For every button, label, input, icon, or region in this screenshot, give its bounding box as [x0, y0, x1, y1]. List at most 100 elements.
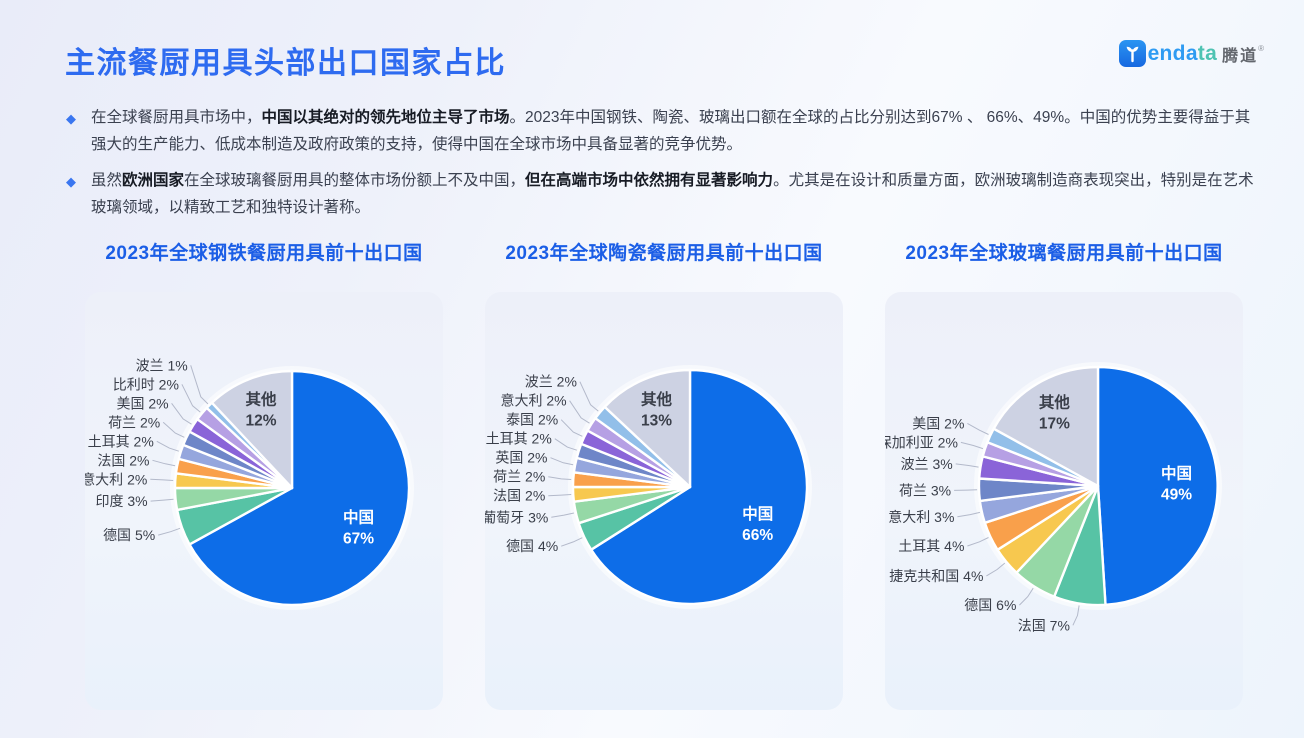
- pie-inside-label: 中国 49%: [1161, 464, 1192, 504]
- pie-slice-其他: [603, 368, 692, 489]
- pie-chart-glass: 中国 49% 其他 17% 美国 2% 保加利亚 2% 波兰 3% 荷兰 3% 意大利 3% 土耳…: [885, 362, 1222, 633]
- pie-inside-label: 中国 67%: [343, 507, 374, 547]
- label-leader-line: [551, 512, 575, 518]
- pie-outside-label: 泰国 2%: [506, 412, 558, 428]
- page-title: 主流餐厨用具头部出口国家占比: [65, 47, 506, 80]
- chart-title-steel: 2023年全球钢铁餐厨用具前十出口国: [105, 243, 423, 264]
- bullet-segment: 在全球玻璃餐厨用具的整体市场份额上不及中国，: [184, 172, 526, 189]
- chart-title-glass: 2023年全球玻璃餐厨用具前十出口国: [905, 243, 1223, 264]
- bullet-item: ◆ 在全球餐厨用具市场中，中国以其绝对的领先地位主导了市场。2023年中国钢铁、陶…: [66, 104, 1254, 158]
- bullet-text: 在全球餐厨用具市场中，中国以其绝对的领先地位主导了市场。2023年中国钢铁、陶瓷…: [91, 104, 1254, 158]
- pie-outside-label: 土耳其 4%: [898, 538, 964, 554]
- pie-inside-label: 其他 12%: [245, 390, 277, 430]
- bullet-diamond-icon: ◆: [66, 111, 76, 126]
- pie-outside-label: 波兰 1%: [136, 357, 188, 373]
- bullet-text: 虽然欧洲国家在全球玻璃餐厨用具的整体市场份额上不及中国，但在高端市场中依然拥有显…: [91, 167, 1254, 221]
- logo-cn-text: 腾道: [1222, 47, 1259, 65]
- logo-wordmark: endata: [1148, 42, 1218, 66]
- pie-outside-label: 波兰 2%: [525, 374, 577, 390]
- pie-outside-label: 英国 2%: [495, 450, 547, 466]
- pie-outside-label: 荷兰 2%: [493, 469, 545, 485]
- pie-outside-label: 德国 4%: [506, 538, 558, 554]
- pie-slice-其他: [210, 369, 294, 490]
- pie-inside-label: 其他 17%: [1039, 392, 1071, 432]
- pie-inside-label: 中国 66%: [742, 504, 773, 544]
- label-leader-line: [967, 422, 989, 435]
- label-leader-line: [171, 403, 192, 425]
- pie-outside-label: 法国 7%: [1018, 617, 1070, 633]
- pie-outside-label: 保加利亚 2%: [885, 434, 958, 450]
- label-leader-line: [158, 527, 181, 536]
- label-leader-line: [150, 498, 174, 502]
- label-leader-line: [579, 381, 599, 412]
- pie-outside-label: 美国 2%: [116, 395, 168, 411]
- pie-outside-label: 意大利 2%: [85, 471, 147, 487]
- label-leader-line: [152, 459, 176, 467]
- pie-outside-label: 意大利 2%: [500, 393, 566, 409]
- pie-outside-label: 印度 3%: [95, 493, 147, 509]
- bullet-segment: 在全球餐厨用具市场中，: [91, 109, 262, 126]
- pie-outside-label: 意大利 3%: [888, 509, 954, 525]
- label-leader-line: [150, 478, 174, 481]
- pie-chart-ceramic: 中国 66% 其他 13% 波兰 2% 意大利 2% 泰国 2% 土耳其 2% 英国 2% 荷兰 …: [485, 365, 812, 609]
- pie-slice-中国: [188, 369, 411, 607]
- label-leader-line: [548, 476, 572, 480]
- bullet-segment: 欧洲国家: [122, 172, 185, 189]
- bullet-diamond-icon: ◆: [66, 174, 76, 189]
- chart-card-ceramic: 中国 66% 其他 13% 波兰 2% 意大利 2% 泰国 2% 土耳其 2% 英国 2% 荷兰 …: [485, 292, 843, 710]
- label-leader-line: [954, 489, 978, 491]
- label-leader-line: [986, 562, 1006, 577]
- label-leader-line: [554, 438, 577, 451]
- pie-outside-label: 荷兰 3%: [899, 482, 951, 498]
- pie-outside-label: 美国 2%: [912, 415, 964, 431]
- label-leader-line: [561, 537, 583, 547]
- pie-outside-label: 土耳其 2%: [88, 433, 154, 449]
- pie-outside-label: 葡萄牙 3%: [485, 509, 548, 525]
- chart-section-ceramic: 2023年全球陶瓷餐厨用具前十出口国 中国 66% 其他 13% 波兰 2% 意大利 2%…: [485, 238, 843, 710]
- pie-outside-label: 比利时 2%: [113, 376, 179, 392]
- bullet-list: ◆ 在全球餐厨用具市场中，中国以其绝对的领先地位主导了市场。2023年中国钢铁、陶…: [66, 104, 1254, 230]
- pie-slice-中国: [590, 368, 809, 606]
- logo-word-blue: enda: [1147, 41, 1198, 65]
- label-leader-line: [569, 400, 590, 424]
- label-leader-line: [162, 421, 185, 438]
- label-leader-line: [548, 494, 572, 497]
- bullet-segment: 但在高端市场中依然拥有显著影响力: [525, 172, 774, 189]
- label-leader-line: [960, 441, 984, 450]
- bullet-segment: 。尤其是在设计和质量方面，欧洲玻璃制造商表现突出，特别是在艺术玻璃领域，以精致工…: [91, 172, 1254, 216]
- label-leader-line: [955, 463, 979, 468]
- header: 主流餐厨用具头部出口国家占比 endata 腾道 ®: [65, 38, 1264, 82]
- label-leader-line: [957, 511, 981, 518]
- pie-outside-label: 捷克共和国 4%: [889, 568, 983, 584]
- bullet-segment: 虽然: [91, 172, 123, 189]
- pie-inside-label: 其他 13%: [641, 390, 673, 430]
- charts-row: 2023年全球钢铁餐厨用具前十出口国 中国 67% 其他 12% 波兰 1% 比利时 2%…: [85, 238, 1243, 710]
- pie-outside-label: 土耳其 2%: [486, 431, 552, 447]
- sprout-t-glyph: [1126, 46, 1138, 63]
- label-leader-line: [550, 457, 574, 466]
- label-leader-line: [181, 384, 201, 413]
- pie-slice-其他: [992, 365, 1100, 488]
- chart-card-steel: 中国 67% 其他 12% 波兰 1% 比利时 2% 美国 2% 荷兰 2% 土耳其 2% 法国 …: [85, 292, 443, 710]
- label-leader-line: [156, 440, 179, 452]
- logo-word-teal: ta: [1197, 41, 1218, 65]
- pie-outside-label: 荷兰 2%: [108, 414, 160, 430]
- pie-outside-label: 德国 5%: [103, 527, 155, 543]
- bullet-segment: 。2023年中国钢铁、陶瓷、玻璃出口额在全球的占比分别达到67% 、 66%、4…: [91, 109, 1251, 153]
- pie-chart-steel: 中国 67% 其他 12% 波兰 1% 比利时 2% 美国 2% 荷兰 2% 土耳其 2% 法国 …: [85, 357, 414, 610]
- label-leader-line: [1019, 587, 1034, 606]
- registered-mark: ®: [1258, 44, 1264, 53]
- tendata-logo: endata 腾道 ®: [1118, 40, 1264, 67]
- pie-outside-label: 法国 2%: [493, 488, 545, 504]
- bullet-item: ◆ 虽然欧洲国家在全球玻璃餐厨用具的整体市场份额上不及中国，但在高端市场中依然拥有…: [66, 167, 1254, 221]
- pie-outside-label: 波兰 3%: [901, 456, 953, 472]
- pie-outside-label: 德国 6%: [964, 597, 1016, 613]
- label-leader-line: [560, 419, 583, 437]
- label-leader-line: [967, 537, 989, 547]
- chart-card-glass: 中国 49% 其他 17% 美国 2% 保加利亚 2% 波兰 3% 荷兰 3% 意大利 3% 土耳…: [885, 292, 1243, 710]
- pie-slice-中国: [1096, 365, 1219, 606]
- chart-section-glass: 2023年全球玻璃餐厨用具前十出口国 中国 49% 其他 17% 美国 2% 保加利亚 2…: [885, 238, 1243, 710]
- bullet-segment: 中国以其绝对的领先地位主导了市场: [261, 109, 510, 126]
- chart-title-ceramic: 2023年全球陶瓷餐厨用具前十出口国: [505, 243, 823, 264]
